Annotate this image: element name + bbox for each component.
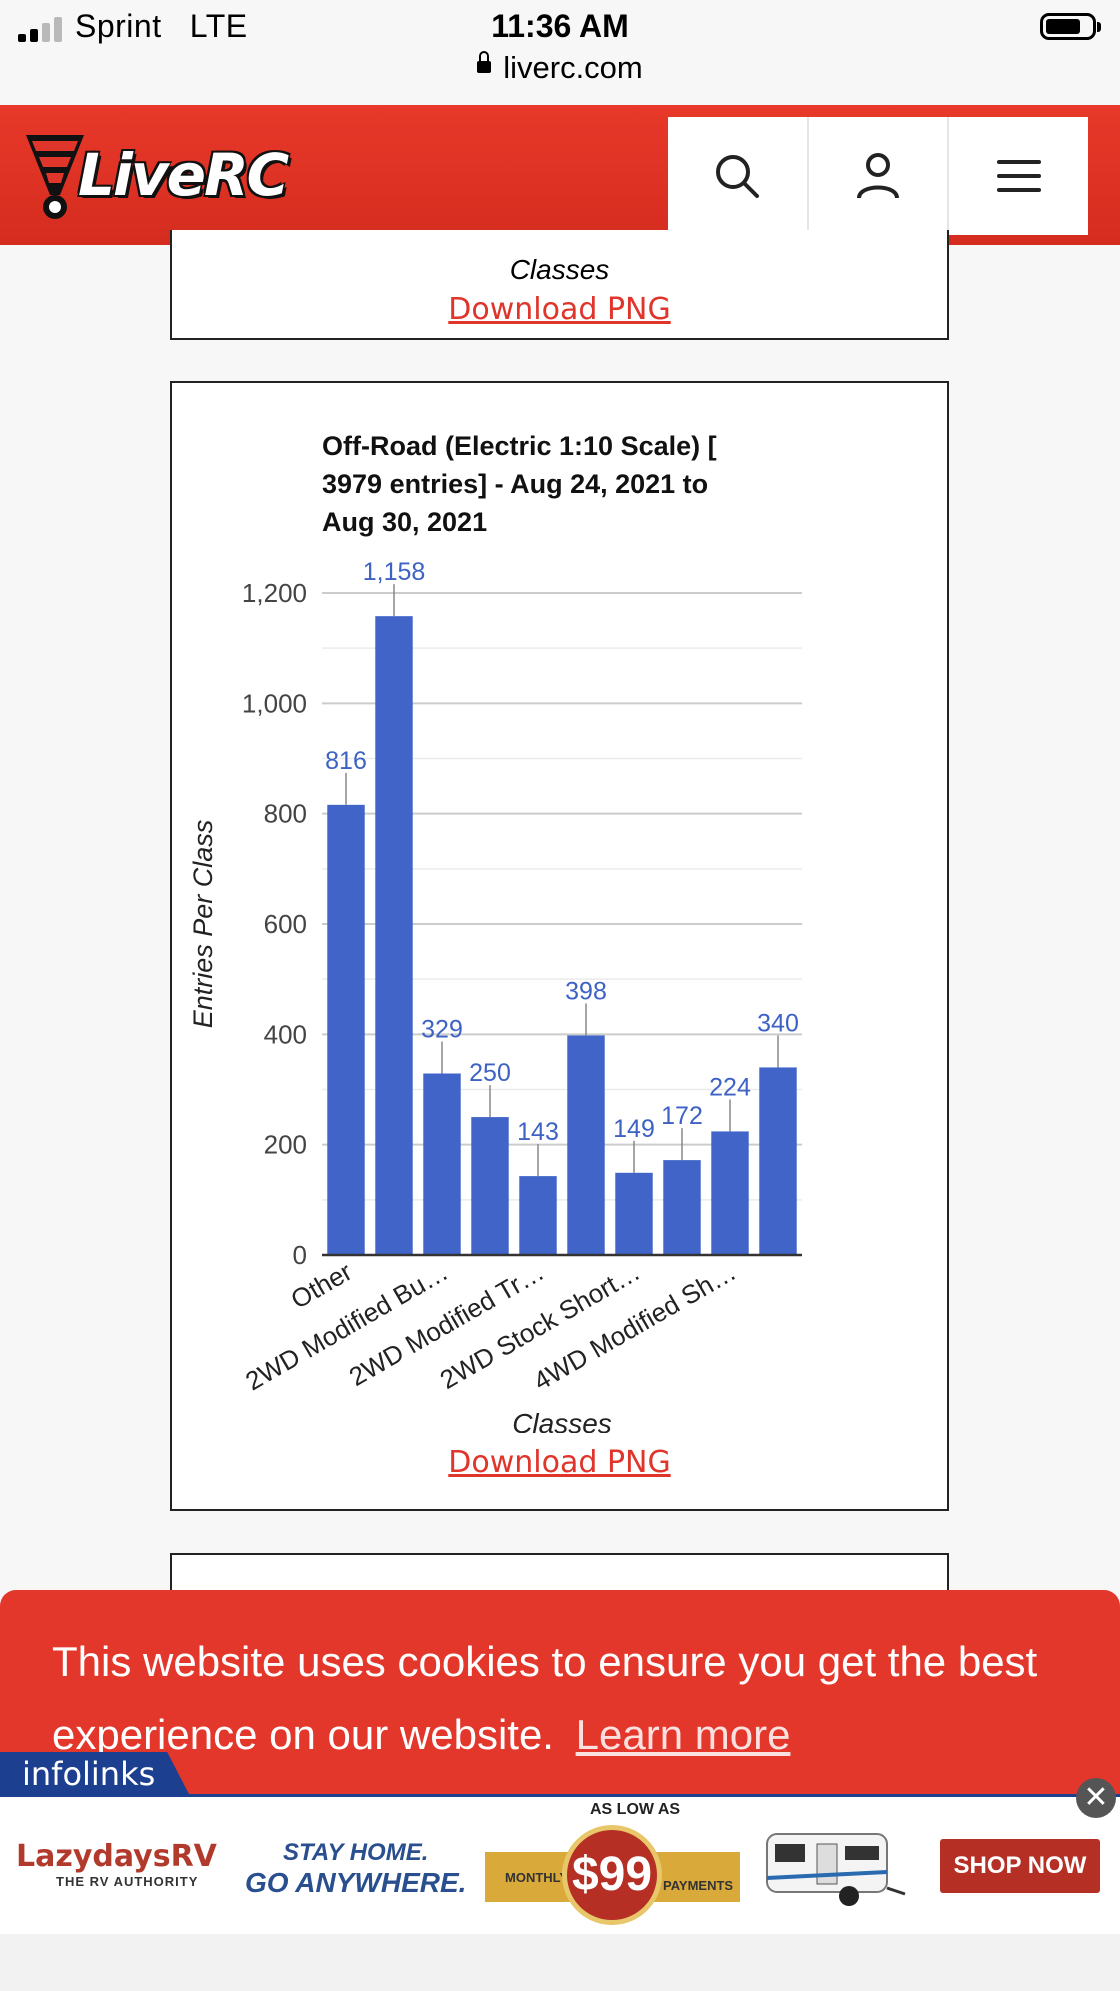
search-button[interactable] bbox=[668, 117, 809, 235]
chart-card: Off-Road (Electric 1:10 Scale) [ 3979 ent… bbox=[170, 381, 949, 1511]
chart-title-line: Aug 30, 2021 bbox=[322, 507, 487, 537]
chart-bar bbox=[759, 1067, 797, 1255]
search-icon bbox=[716, 155, 760, 198]
bar-value-label: 340 bbox=[757, 1009, 799, 1037]
download-png-link[interactable]: Download PNG bbox=[448, 292, 671, 327]
chart-bar bbox=[471, 1117, 509, 1255]
chart-bar bbox=[615, 1172, 653, 1255]
header-nav bbox=[668, 117, 1088, 235]
carrier-label: Sprint LTE bbox=[75, 8, 248, 44]
chart-bar bbox=[663, 1160, 701, 1255]
bottom-toolbar bbox=[0, 1934, 1120, 1991]
bar-value-label: 329 bbox=[421, 1016, 463, 1044]
battery-icon bbox=[1040, 13, 1101, 40]
y-tick-label: 200 bbox=[264, 1130, 307, 1160]
ad-payments: PAYMENTS bbox=[663, 1878, 734, 1893]
site-header: LiveRC bbox=[0, 105, 1120, 245]
y-tick-label: 800 bbox=[264, 799, 307, 829]
tower-icon bbox=[26, 135, 84, 219]
bar-value-label: 224 bbox=[709, 1073, 751, 1101]
bar-chart: Off-Road (Electric 1:10 Scale) [ 3979 ent… bbox=[188, 431, 802, 1439]
liverc-logo[interactable]: LiveRC bbox=[20, 127, 310, 223]
y-tick-label: 1,200 bbox=[242, 578, 307, 608]
bar-value-label: 172 bbox=[661, 1102, 703, 1130]
bar-value-label: 250 bbox=[469, 1059, 511, 1087]
ad-close-button[interactable]: ✕ bbox=[1076, 1778, 1116, 1818]
previous-chart-xlabel: Classes bbox=[509, 254, 610, 285]
ad-price: $99 bbox=[562, 1825, 662, 1925]
chart-bars bbox=[322, 616, 802, 1257]
shop-now-button[interactable]: SHOP NOW bbox=[940, 1839, 1100, 1893]
previous-chart-card: Classes Download PNG bbox=[170, 230, 949, 340]
menu-icon bbox=[996, 160, 1041, 192]
bar-value-label: 1,158 bbox=[363, 558, 426, 586]
bar-value-label: 398 bbox=[565, 977, 607, 1005]
address-bar[interactable]: liverc.com bbox=[0, 50, 1120, 86]
status-bar: Sprint LTE 11:36 AM liverc.com bbox=[0, 0, 1120, 105]
ad-brand-tagline: THE RV AUTHORITY bbox=[56, 1874, 199, 1889]
ad-monthly: MONTHLY bbox=[505, 1870, 569, 1885]
chart-title: Off-Road (Electric 1:10 Scale) [ 3979 ent… bbox=[322, 431, 717, 537]
chart-bar bbox=[519, 1176, 557, 1255]
y-tick-label: 0 bbox=[293, 1240, 307, 1270]
user-icon bbox=[857, 153, 899, 199]
chart-bar bbox=[327, 804, 365, 1255]
logo-wordmark: LiveRC bbox=[78, 141, 289, 209]
account-button[interactable] bbox=[809, 117, 950, 235]
y-axis-label: Entries Per Class bbox=[188, 820, 218, 1029]
bar-value-label: 149 bbox=[613, 1115, 655, 1143]
url-text: liverc.com bbox=[503, 50, 643, 85]
y-tick-label: 600 bbox=[264, 909, 307, 939]
y-axis-ticks: 0 200 400 600 800 1,000 1,200 bbox=[242, 578, 307, 1270]
y-tick-label: 1,000 bbox=[242, 688, 307, 718]
ad-as-low-as: AS LOW AS bbox=[590, 1801, 681, 1818]
ad-headline: STAY HOME. GO ANYWHERE. bbox=[245, 1839, 466, 1899]
bar-value-label: 143 bbox=[517, 1118, 559, 1146]
signal-icon bbox=[18, 16, 62, 42]
x-axis-label: Classes bbox=[512, 1408, 612, 1433]
bar-value-label: 816 bbox=[325, 747, 367, 775]
ad-headline-2: GO ANYWHERE. bbox=[245, 1867, 467, 1898]
infolinks-label[interactable]: infolinks bbox=[0, 1752, 190, 1796]
ad-brand: LazydaysRV THE RV AUTHORITY bbox=[16, 1839, 217, 1889]
ad-brand-name: LazydaysRV bbox=[16, 1839, 217, 1874]
chart-bar bbox=[375, 616, 413, 1255]
ad-banner[interactable]: LazydaysRV THE RV AUTHORITY STAY HOME. G… bbox=[0, 1794, 1120, 1937]
cookie-text: This website uses cookies to ensure you … bbox=[52, 1638, 1038, 1758]
learn-more-link[interactable]: Learn more bbox=[575, 1711, 791, 1758]
download-png-link[interactable]: Download PNG bbox=[448, 1445, 671, 1480]
lock-icon bbox=[477, 50, 492, 73]
chart-bar bbox=[567, 1035, 605, 1255]
chart-title-line: 3979 entries] - Aug 24, 2021 to bbox=[322, 469, 708, 499]
clock: 11:36 AM bbox=[491, 8, 629, 44]
menu-button[interactable] bbox=[949, 117, 1088, 235]
chart-title-line: Off-Road (Electric 1:10 Scale) [ bbox=[322, 431, 717, 461]
ad-headline-1: STAY HOME. bbox=[283, 1839, 429, 1866]
rv-trailer-icon bbox=[766, 1833, 906, 1906]
chart-bar bbox=[423, 1073, 461, 1255]
cookie-message: This website uses cookies to ensure you … bbox=[52, 1625, 1092, 1771]
y-tick-label: 400 bbox=[264, 1019, 307, 1049]
chart-bar bbox=[711, 1131, 749, 1255]
